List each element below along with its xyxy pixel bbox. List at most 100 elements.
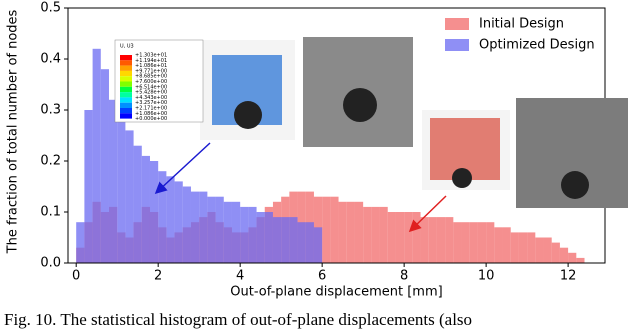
arrow xyxy=(408,195,447,233)
histogram-bar xyxy=(461,222,470,263)
histogram-bar xyxy=(223,201,232,263)
histogram-bar xyxy=(477,222,487,263)
legend-label: Optimized Design xyxy=(479,38,595,53)
histogram-bar xyxy=(248,206,257,263)
y-tick-label: 0.3 xyxy=(40,103,61,118)
plot-area: 0.0 0.1 0.2 0.3 0.4 0.5 0 2 4 6 8 10 12 Out-of-plane … xyxy=(6,1,606,300)
photo-ball xyxy=(561,171,589,199)
y-tick-label: 0.2 xyxy=(40,154,61,169)
histogram-bar xyxy=(494,227,503,263)
histogram-bar xyxy=(469,222,478,263)
colorbar-cell xyxy=(120,70,132,77)
colorbar-label: +2.171e+00 xyxy=(135,106,167,112)
colorbar-label: +5.428e+00 xyxy=(135,90,167,96)
x-tick-label: 6 xyxy=(318,269,326,284)
colorbar-label: +1.086e+00 xyxy=(135,111,167,117)
histogram-bar xyxy=(133,145,142,263)
histogram-bar xyxy=(231,201,241,263)
colorbar-title: U, U3 xyxy=(120,44,134,50)
histogram-bar xyxy=(117,110,126,263)
colorbar-cell xyxy=(120,60,132,66)
histogram-bar xyxy=(92,48,101,263)
y-tick-label: 0.0 xyxy=(40,256,61,271)
colorbar-cell xyxy=(120,92,132,98)
histogram-bar xyxy=(322,196,331,263)
colorbar-label: +1.086e+01 xyxy=(135,63,167,69)
histogram-bar xyxy=(256,212,265,263)
caption: Fig. 10. The statistical histogram of ou… xyxy=(4,310,472,329)
histogram-bar xyxy=(346,201,355,263)
histogram-bar xyxy=(371,206,380,263)
histogram-bar xyxy=(330,196,339,263)
histogram-bar xyxy=(387,212,396,263)
colorbar-cell xyxy=(120,65,132,71)
colorbar-cell xyxy=(120,76,132,82)
y-tick-label: 0.4 xyxy=(40,52,61,67)
histogram-bar xyxy=(174,181,183,263)
histogram-bar xyxy=(141,155,150,263)
colorbar-label: +1.194e+01 xyxy=(135,58,167,64)
histogram-bar xyxy=(445,217,454,263)
histogram-bar xyxy=(125,130,134,263)
histogram-bar xyxy=(297,222,306,263)
legend-swatch xyxy=(445,18,469,30)
y-tick-label: 0.1 xyxy=(40,205,61,220)
histogram-bar xyxy=(240,206,249,263)
x-tick-label: 2 xyxy=(154,269,162,284)
histogram-bar xyxy=(568,252,577,263)
histogram-bar xyxy=(420,217,429,263)
render-ball xyxy=(452,168,472,188)
x-tick-label: 8 xyxy=(400,269,408,284)
x-axis-label: Out-of-plane displacement [mm] xyxy=(230,285,442,300)
colorbar-cell xyxy=(120,97,132,103)
legend-swatch xyxy=(445,39,469,51)
histogram-bar xyxy=(289,217,298,263)
colorbar-label: +1.303e+01 xyxy=(135,53,167,59)
histogram-bar xyxy=(395,212,405,263)
histogram-bar xyxy=(84,110,93,263)
x-tick-label: 10 xyxy=(478,269,495,284)
histogram-bar xyxy=(108,99,118,263)
histogram-bar xyxy=(215,196,224,263)
legend-label: Initial Design xyxy=(479,17,564,32)
histogram-bar xyxy=(486,222,495,263)
photo-ball xyxy=(343,88,377,122)
histogram-bar xyxy=(190,191,200,263)
histogram-bar xyxy=(535,237,544,263)
histogram-bar xyxy=(76,222,85,263)
histogram-bar xyxy=(502,227,511,263)
colorbar-label: +3.257e+00 xyxy=(135,100,167,106)
x-tick-label: 4 xyxy=(236,269,244,284)
histogram-bar xyxy=(281,217,290,263)
arrow xyxy=(154,142,211,195)
histogram-bar xyxy=(551,242,560,263)
histogram-bar xyxy=(404,212,413,263)
y-axis-label: The fraction of total number of nodes xyxy=(6,9,21,254)
histogram-bar xyxy=(100,69,109,263)
histogram-bar xyxy=(166,176,175,263)
histogram-bar xyxy=(436,217,446,263)
histogram-bar xyxy=(576,257,585,263)
histogram-bar xyxy=(272,217,282,263)
colorbar-label: +6.514e+00 xyxy=(135,84,167,90)
colorbar-cell xyxy=(120,55,132,61)
colorbar-cell xyxy=(120,102,132,108)
colorbar-cell xyxy=(120,86,132,93)
histogram-bar xyxy=(354,201,364,263)
histogram-bar xyxy=(158,171,167,263)
colorbar-label: +7.600e+00 xyxy=(135,79,167,85)
histogram-bar xyxy=(518,232,528,263)
histogram-bar xyxy=(338,201,347,263)
histogram-bar xyxy=(199,191,208,263)
x-tick-label: 0 xyxy=(72,269,80,284)
histogram-bar xyxy=(207,196,216,263)
y-tick-label: 0.5 xyxy=(40,1,61,16)
histogram-bar xyxy=(182,186,191,263)
colorbar-label: +8.685e+00 xyxy=(135,74,167,80)
histogram-bar xyxy=(527,232,536,263)
colorbar-label: +9.771e+00 xyxy=(135,68,167,74)
render-ball xyxy=(234,101,262,129)
histogram-bar xyxy=(412,212,421,263)
colorbar-label: +0.000e+00 xyxy=(135,116,167,122)
